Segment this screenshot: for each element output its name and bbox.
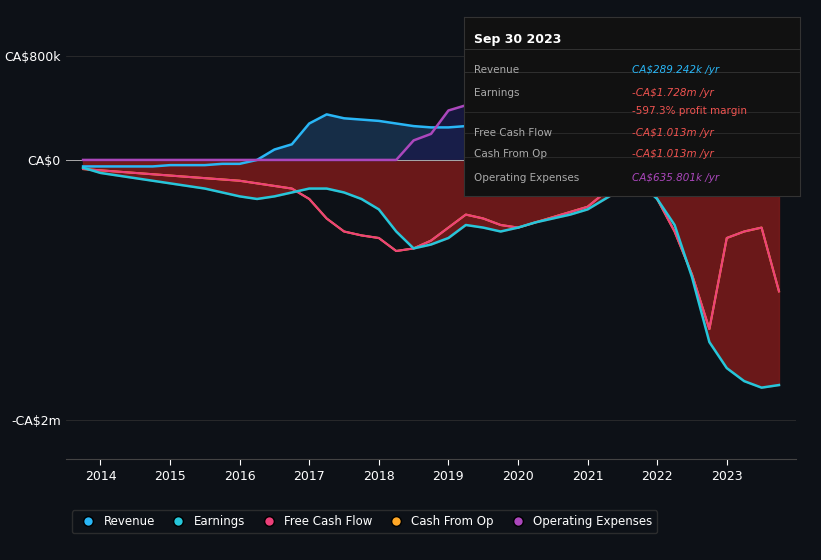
- Text: Revenue: Revenue: [474, 65, 519, 75]
- Text: Cash From Op: Cash From Op: [474, 150, 547, 160]
- Text: -CA$1.728m /yr: -CA$1.728m /yr: [632, 88, 714, 99]
- Text: CA$635.801k /yr: CA$635.801k /yr: [632, 172, 719, 183]
- Legend: Revenue, Earnings, Free Cash Flow, Cash From Op, Operating Expenses: Revenue, Earnings, Free Cash Flow, Cash …: [71, 511, 657, 533]
- Text: Operating Expenses: Operating Expenses: [474, 172, 579, 183]
- Text: Sep 30 2023: Sep 30 2023: [474, 33, 562, 46]
- Text: -CA$1.013m /yr: -CA$1.013m /yr: [632, 128, 714, 138]
- Text: Earnings: Earnings: [474, 88, 520, 99]
- Text: CA$289.242k /yr: CA$289.242k /yr: [632, 65, 719, 75]
- Text: -597.3% profit margin: -597.3% profit margin: [632, 106, 747, 116]
- Text: -CA$1.013m /yr: -CA$1.013m /yr: [632, 150, 714, 160]
- Text: Free Cash Flow: Free Cash Flow: [474, 128, 552, 138]
